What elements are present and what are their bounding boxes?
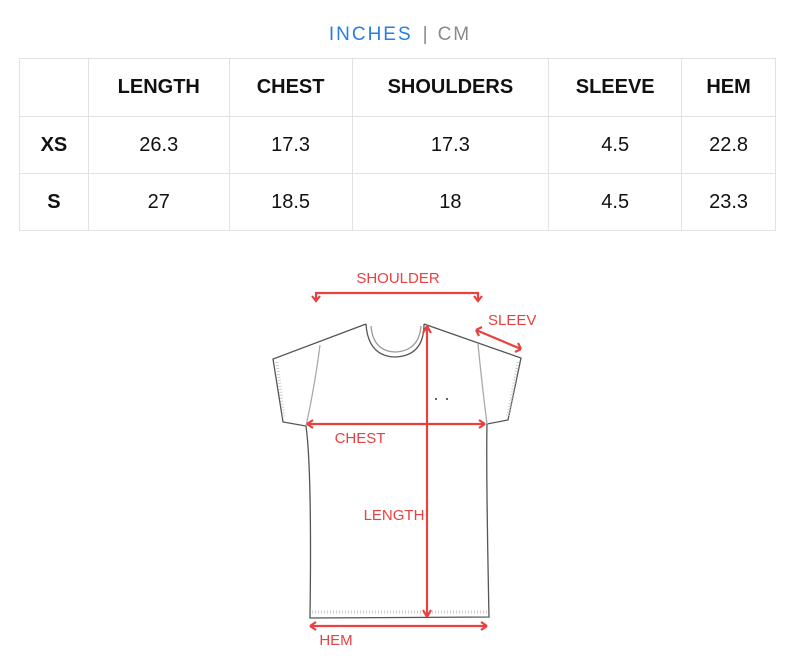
cell-chest: 18.5: [228, 173, 353, 231]
cm-tab[interactable]: CM: [437, 24, 472, 45]
unit-toggle: INCHES | CM: [0, 24, 800, 46]
cell-shoulders: 17.3: [351, 116, 550, 174]
hem-arrow: [309, 621, 488, 631]
table-row: S 27 18.5 18 4.5 23.3: [19, 173, 776, 231]
chest-arrow: [306, 419, 486, 429]
unit-separator: |: [422, 24, 428, 45]
shoulder-arrow: [311, 291, 483, 303]
length-arrow: [422, 325, 432, 618]
sleeve-arrow: [475, 326, 522, 353]
length-label: LENGTH: [364, 507, 425, 524]
header-sleeve: SLEEVE: [548, 58, 683, 117]
chest-label: CHEST: [335, 430, 386, 447]
cell-hem: 23.3: [681, 173, 776, 231]
inches-tab[interactable]: INCHES: [328, 24, 413, 45]
header-length: LENGTH: [87, 58, 230, 117]
table-header-row: LENGTH CHEST SHOULDERS SLEEVE HEM: [19, 58, 776, 117]
cell-hem: 22.8: [681, 116, 776, 174]
hem-label: HEM: [319, 632, 352, 649]
measure-arrows: [306, 291, 522, 631]
header-shoulders: SHOULDERS: [351, 58, 550, 117]
cell-sleeve: 4.5: [548, 173, 683, 231]
cell-shoulders: 18: [351, 173, 550, 231]
cell-length: 27: [87, 173, 230, 231]
cell-sleeve: 4.5: [548, 116, 683, 174]
shoulder-label: SHOULDER: [356, 270, 440, 287]
header-hem: HEM: [681, 58, 776, 117]
sleeve-label: SLEEV: [488, 312, 536, 329]
size-table: LENGTH CHEST SHOULDERS SLEEVE HEM XS 26.…: [19, 58, 776, 231]
tshirt-outline: [272, 323, 522, 619]
